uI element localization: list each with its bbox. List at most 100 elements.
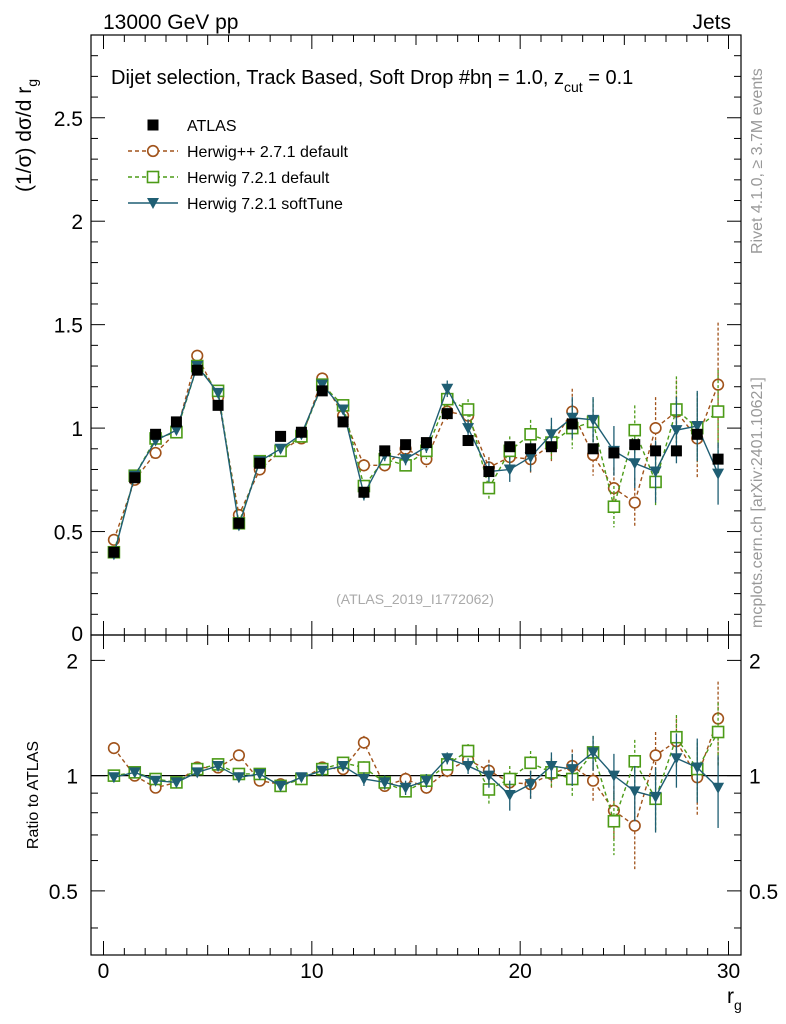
data-point-herwig7_soft — [253, 768, 266, 780]
data-point-atlas — [462, 435, 474, 447]
rivet-version-label: Rivet 4.1.0, ≥ 3.7M events — [749, 68, 766, 254]
data-point-herwig7_soft — [170, 425, 183, 437]
legend-label-atlas: ATLAS — [187, 118, 237, 135]
ratio-axis-ticks: 0.5 0.51 12 20 10 20 30 — [49, 635, 778, 983]
main-title: Dijet selection, Track Based, Soft Drop … — [111, 67, 633, 95]
data-point-herwig7_default — [628, 755, 642, 768]
data-point-herwigpp — [191, 349, 204, 362]
series-line-herwig7_soft — [113, 751, 719, 798]
data-point-atlas — [275, 430, 287, 442]
data-point-herwig7_soft — [399, 782, 412, 794]
x-tick-label: 20 — [508, 960, 531, 983]
data-point-atlas — [525, 443, 537, 455]
data-point-herwig7_soft — [503, 464, 516, 476]
data-point-herwig7_soft — [441, 383, 454, 395]
series-line-herwig7_default — [113, 731, 719, 824]
data-point-herwig7_soft — [274, 780, 287, 792]
data-point-herwig7_default — [461, 403, 475, 416]
data-point-atlas — [629, 439, 641, 451]
data-point-herwig7_soft — [566, 412, 579, 424]
data-point-herwigpp — [649, 749, 662, 762]
legend-marker-herwig7_default — [146, 170, 160, 184]
data-point-herwig7_soft — [691, 421, 704, 433]
data-point-herwig7_soft — [399, 454, 412, 466]
data-point-herwig7_soft — [503, 790, 516, 802]
data-point-herwig7_default — [711, 725, 725, 739]
data-point-atlas — [129, 472, 141, 484]
data-point-herwig7_default — [607, 500, 621, 514]
ratio-y-tick-label-right: 0.5 — [749, 881, 778, 904]
legend-label-herwig7_default: Herwig 7.2.1 default — [187, 170, 330, 187]
data-point-atlas — [358, 486, 370, 498]
data-point-atlas — [254, 457, 266, 469]
data-point-herwig7_soft — [628, 786, 641, 798]
ratio-y-tick-label-right: 1 — [749, 766, 761, 789]
data-point-herwig7_default — [524, 756, 537, 770]
x-tick-label: 0 — [98, 960, 110, 983]
data-point-herwig7_soft — [337, 404, 350, 416]
legend-marker-herwig7_soft — [147, 198, 159, 209]
main-title-sub: cut — [564, 79, 583, 95]
y-tick-label: 1 — [71, 418, 83, 441]
data-point-herwig7_soft — [649, 466, 662, 478]
data-point-herwig7_default — [461, 744, 475, 758]
data-point-atlas — [650, 445, 662, 457]
data-point-herwig7_default — [711, 405, 725, 418]
data-point-herwigpp — [628, 496, 641, 509]
x-axis-label-sub: g — [734, 997, 742, 1013]
data-point-herwig7_soft — [462, 423, 475, 435]
data-point-atlas — [295, 426, 307, 438]
data-point-herwigpp — [711, 378, 725, 391]
data-point-herwig7_soft — [357, 773, 370, 785]
data-point-herwig7_soft — [149, 775, 162, 787]
data-point-herwig7_soft — [420, 775, 433, 787]
ratio-y-axis-label: Ratio to ATLAS — [25, 741, 42, 849]
data-point-herwig7_soft — [712, 782, 725, 794]
data-point-herwig7_soft — [191, 767, 204, 779]
main-data-marks — [107, 322, 725, 561]
mcplots-label: mcplots.cern.ch [arXiv:2401.10621] — [749, 377, 766, 628]
main-title-text: Dijet selection, Track Based, Soft Drop … — [111, 67, 564, 89]
data-point-herwig7_soft — [316, 765, 329, 777]
ratio-y-tick-label-left: 2 — [66, 650, 78, 673]
data-point-herwig7_soft — [212, 760, 225, 772]
data-point-herwig7_soft — [691, 762, 704, 774]
data-point-herwig7_default — [628, 423, 642, 437]
data-point-herwig7_soft — [524, 779, 537, 791]
data-point-atlas — [712, 453, 724, 465]
main-panel: 0.5 1 1.5 2 2.5 0 Dijet selection, Track Base… — [13, 34, 742, 646]
legend-marker-herwigpp — [146, 144, 160, 158]
data-point-herwig7_soft — [337, 760, 350, 772]
data-point-herwigpp — [357, 736, 371, 749]
data-point-atlas — [670, 445, 682, 457]
data-point-herwig7_soft — [274, 443, 287, 455]
series-line-herwigpp — [113, 718, 719, 827]
data-point-herwigpp — [232, 749, 246, 762]
ratio-y-tick-label-left: 0.5 — [49, 881, 78, 904]
series-line-herwig7_soft — [113, 364, 719, 555]
data-point-herwig7_soft — [462, 760, 475, 772]
legend-label-herwig7_soft: Herwig 7.2.1 softTune — [187, 196, 343, 213]
x-tick-label: 30 — [717, 960, 740, 983]
ratio-y-tick-label-right: 2 — [749, 650, 761, 673]
y-tick-label: 1.5 — [54, 315, 83, 338]
data-point-herwig7_soft — [232, 772, 245, 784]
data-point-atlas — [150, 428, 162, 440]
x-axis-label-text: r — [727, 985, 734, 1008]
ratio-panel: 0.5 0.51 12 20 10 20 30 Ratio to ATLAS rg — [25, 634, 778, 1013]
legend: ATLAS Herwig++ 2.7.1 default Herwig 7.2.1 … — [128, 118, 349, 213]
data-point-atlas — [379, 445, 391, 457]
data-point-herwig7_default — [524, 428, 537, 441]
data-point-herwig7_soft — [524, 452, 537, 464]
x-tick-label: 10 — [300, 960, 323, 983]
data-point-herwig7_soft — [545, 760, 558, 772]
data-point-herwigpp — [149, 446, 162, 460]
data-point-atlas — [316, 385, 328, 397]
data-point-herwig7_soft — [128, 767, 141, 779]
data-point-atlas — [691, 428, 703, 440]
data-point-atlas — [337, 416, 349, 428]
data-point-herwigpp — [628, 819, 641, 832]
data-point-herwig7_default — [482, 481, 496, 495]
data-point-herwig7_soft — [587, 747, 600, 759]
data-point-herwig7_soft — [649, 791, 662, 803]
